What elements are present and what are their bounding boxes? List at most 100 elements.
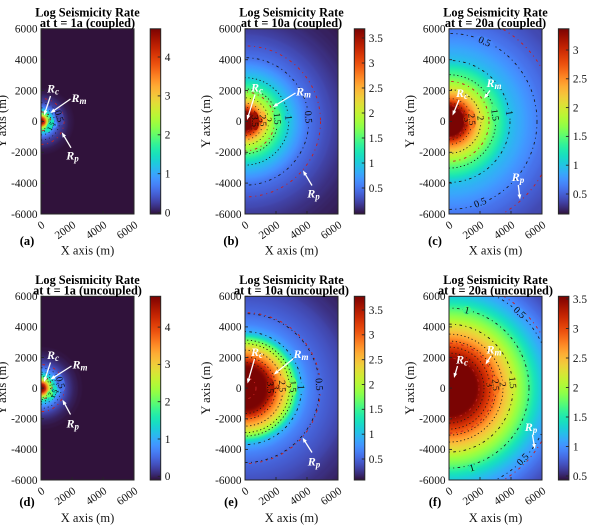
svg-text:at t = 1a (coupled): at t = 1a (coupled) (40, 16, 135, 30)
svg-text:1: 1 (282, 115, 293, 121)
svg-text:-6000: -6000 (419, 209, 446, 221)
svg-text:6000: 6000 (15, 291, 38, 303)
svg-text:3: 3 (461, 117, 471, 123)
svg-text:1: 1 (463, 305, 470, 317)
svg-text:2: 2 (474, 115, 484, 121)
svg-text:2: 2 (165, 130, 171, 142)
svg-text:at t = 10a (coupled): at t = 10a (coupled) (241, 16, 342, 30)
svg-text:4: 4 (165, 52, 171, 64)
svg-text:0: 0 (444, 485, 456, 498)
svg-text:2: 2 (573, 102, 579, 114)
svg-text:-4000: -4000 (419, 444, 446, 456)
svg-text:Log Seismicity Rate: Log Seismicity Rate (443, 5, 548, 19)
svg-text:-6000: -6000 (419, 475, 446, 487)
svg-text:2.5: 2.5 (276, 380, 287, 393)
svg-text:0: 0 (240, 485, 252, 498)
svg-text:0: 0 (444, 219, 456, 232)
svg-text:(c): (c) (428, 234, 442, 248)
svg-text:3: 3 (369, 330, 375, 342)
svg-text:1: 1 (369, 158, 375, 170)
svg-text:1.5: 1.5 (271, 112, 282, 125)
svg-text:0.5: 0.5 (476, 35, 492, 50)
svg-text:2.5: 2.5 (489, 379, 500, 392)
svg-text:(f): (f) (429, 495, 442, 509)
svg-text:0: 0 (236, 116, 242, 128)
svg-text:2: 2 (573, 382, 579, 394)
svg-text:-2000: -2000 (215, 414, 242, 426)
svg-text:0: 0 (236, 383, 242, 395)
svg-text:0.5: 0.5 (573, 189, 587, 201)
svg-text:1.5: 1.5 (46, 120, 57, 132)
svg-text:1: 1 (468, 463, 476, 475)
svg-text:2000: 2000 (15, 352, 38, 364)
svg-text:6000: 6000 (423, 24, 446, 36)
svg-text:X axis (m): X axis (m) (61, 243, 114, 257)
svg-text:Y axis (m): Y axis (m) (403, 95, 417, 148)
svg-text:1: 1 (573, 441, 579, 453)
svg-text:2000: 2000 (423, 352, 446, 364)
svg-text:-2000: -2000 (215, 147, 242, 159)
svg-text:0.5: 0.5 (53, 376, 66, 390)
svg-text:3: 3 (270, 385, 280, 390)
svg-text:Y axis (m): Y axis (m) (403, 362, 417, 415)
svg-text:4000: 4000 (15, 322, 38, 334)
svg-text:0: 0 (440, 116, 446, 128)
svg-text:2.5: 2.5 (369, 355, 383, 367)
svg-text:Y axis (m): Y axis (m) (199, 95, 213, 148)
svg-text:1.5: 1.5 (369, 133, 383, 145)
svg-text:6000: 6000 (219, 291, 242, 303)
svg-text:Log Seismicity Rate: Log Seismicity Rate (443, 273, 548, 287)
svg-text:0: 0 (165, 207, 171, 219)
svg-text:0.5: 0.5 (302, 110, 314, 123)
svg-text:(e): (e) (224, 495, 238, 509)
svg-text:-6000: -6000 (215, 209, 242, 221)
svg-text:X axis (m): X axis (m) (61, 511, 114, 525)
svg-text:0.5: 0.5 (369, 183, 383, 195)
svg-text:3.5: 3.5 (369, 33, 383, 45)
svg-text:3.5: 3.5 (573, 294, 587, 306)
svg-text:1: 1 (369, 429, 375, 441)
svg-text:X axis (m): X axis (m) (469, 243, 522, 257)
svg-text:Y axis (m): Y axis (m) (199, 362, 213, 415)
svg-text:0.5: 0.5 (52, 109, 65, 123)
svg-text:4000: 4000 (423, 322, 446, 334)
svg-text:0.5: 0.5 (573, 471, 587, 483)
svg-text:-2000: -2000 (419, 414, 446, 426)
svg-text:6000: 6000 (423, 291, 446, 303)
svg-text:-4000: -4000 (215, 444, 242, 456)
svg-text:0: 0 (240, 219, 252, 232)
svg-text:0: 0 (32, 116, 38, 128)
svg-text:2: 2 (46, 391, 55, 399)
svg-text:3: 3 (369, 58, 375, 70)
svg-text:at t = 10a (uncoupled): at t = 10a (uncoupled) (234, 284, 349, 298)
svg-text:2.5: 2.5 (465, 113, 476, 126)
svg-text:-4000: -4000 (11, 444, 38, 456)
svg-text:1.5: 1.5 (506, 376, 517, 389)
svg-text:1: 1 (165, 434, 171, 446)
svg-text:-4000: -4000 (419, 178, 446, 190)
svg-text:(a): (a) (20, 234, 35, 248)
svg-text:at t = 1a (uncoupled): at t = 1a (uncoupled) (33, 284, 142, 298)
svg-text:(d): (d) (19, 495, 34, 509)
svg-text:2: 2 (497, 382, 507, 388)
svg-text:2: 2 (165, 397, 171, 409)
svg-text:-6000: -6000 (11, 209, 38, 221)
svg-text:2000: 2000 (219, 85, 242, 97)
svg-text:Log Seismicity Rate: Log Seismicity Rate (35, 273, 140, 287)
svg-text:Y axis (m): Y axis (m) (0, 95, 9, 148)
svg-text:Log Seismicity Rate: Log Seismicity Rate (35, 5, 140, 19)
svg-text:-2000: -2000 (11, 414, 38, 426)
svg-text:3: 3 (483, 382, 493, 388)
svg-text:2.5: 2.5 (573, 74, 587, 86)
svg-text:Log Seismicity Rate: Log Seismicity Rate (239, 5, 344, 19)
svg-text:0: 0 (165, 471, 171, 483)
svg-text:2.5: 2.5 (573, 353, 587, 365)
svg-text:-6000: -6000 (215, 475, 242, 487)
svg-text:1: 1 (295, 385, 306, 390)
svg-text:0: 0 (32, 383, 38, 395)
svg-text:1.5: 1.5 (573, 131, 587, 143)
svg-text:4: 4 (165, 322, 171, 334)
svg-text:2000: 2000 (423, 85, 446, 97)
svg-text:4000: 4000 (219, 322, 242, 334)
svg-text:3.5: 3.5 (369, 305, 383, 317)
